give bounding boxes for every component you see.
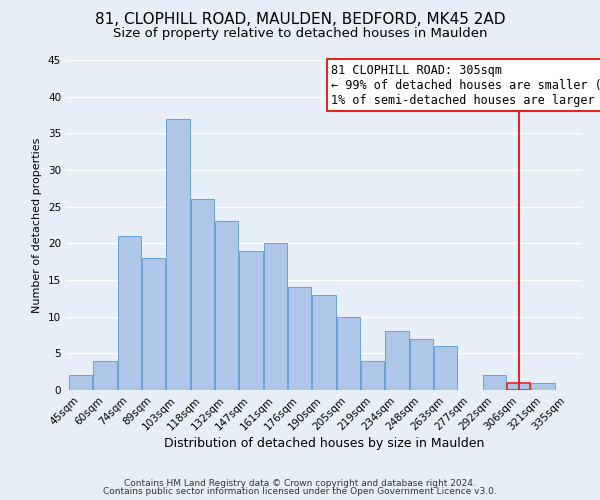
Bar [337,316,360,390]
Bar [507,382,530,390]
Bar [94,360,116,390]
Bar [166,118,190,390]
Bar [483,376,506,390]
Text: 81 CLOPHILL ROAD: 305sqm
← 99% of detached houses are smaller (233)
1% of semi-d: 81 CLOPHILL ROAD: 305sqm ← 99% of detach… [331,64,600,106]
Y-axis label: Number of detached properties: Number of detached properties [32,138,43,312]
Text: Contains HM Land Registry data © Crown copyright and database right 2024.: Contains HM Land Registry data © Crown c… [124,478,476,488]
Bar [434,346,457,390]
Bar [361,360,384,390]
Bar [410,338,433,390]
Bar [142,258,165,390]
Bar [118,236,141,390]
Bar [215,222,238,390]
Bar [288,288,311,390]
Bar [385,332,409,390]
X-axis label: Distribution of detached houses by size in Maulden: Distribution of detached houses by size … [164,438,484,450]
Bar [264,244,287,390]
Bar [313,294,335,390]
Bar [239,250,263,390]
Bar [191,200,214,390]
Text: Size of property relative to detached houses in Maulden: Size of property relative to detached ho… [113,28,487,40]
Bar [532,382,554,390]
Text: Contains public sector information licensed under the Open Government Licence v3: Contains public sector information licen… [103,487,497,496]
Bar [69,376,92,390]
Text: 81, CLOPHILL ROAD, MAULDEN, BEDFORD, MK45 2AD: 81, CLOPHILL ROAD, MAULDEN, BEDFORD, MK4… [95,12,505,28]
